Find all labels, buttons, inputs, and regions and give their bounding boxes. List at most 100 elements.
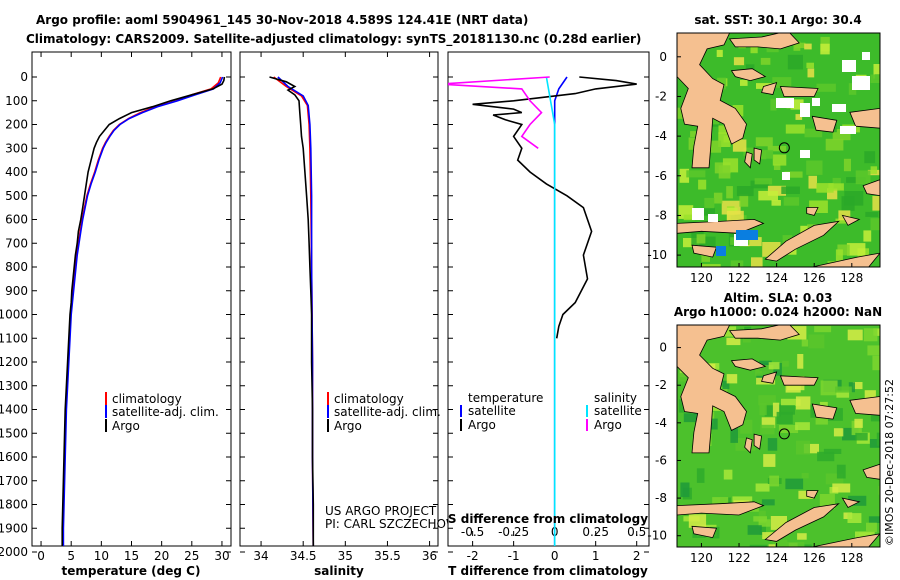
field-patch — [718, 125, 731, 134]
map-y-tick-label: -6 — [655, 453, 667, 467]
field-patch — [820, 380, 838, 396]
field-patch — [848, 495, 867, 506]
x-tick-label: 10 — [94, 549, 109, 563]
x-tick-label: 15 — [124, 549, 139, 563]
salinity-y-ticks — [240, 76, 438, 553]
sla-map-land — [677, 325, 880, 547]
depth-axis: 0 100 200 300 400 500 600 700 800 900 1000 1100 1200… — [0, 70, 231, 559]
field-patch — [768, 362, 780, 370]
field-patch — [806, 160, 823, 175]
field-patch — [732, 105, 744, 117]
field-patch — [769, 475, 779, 487]
field-patch — [835, 249, 843, 265]
legend-temperature-title: temperature — [468, 391, 543, 405]
map-x-tick-label: 124 — [765, 271, 788, 285]
legend-salinity-title: salinity — [594, 391, 637, 405]
map-x-tick-label: 120 — [690, 551, 713, 565]
field-patch — [855, 170, 871, 185]
legend-t-satellite-label: satellite — [468, 404, 516, 418]
field-patch — [723, 469, 733, 480]
land-mass — [728, 33, 800, 50]
land-mass — [812, 533, 880, 547]
difference-lines — [448, 76, 637, 546]
depth-tick-label: 600 — [5, 213, 28, 227]
field-patch — [872, 196, 880, 211]
legend-satellite-label: satellite-adj. clim. — [112, 405, 219, 419]
sst-map-title: sat. SST: 30.1 Argo: 30.4 — [694, 13, 861, 27]
land-mass — [677, 325, 747, 454]
field-patch — [787, 54, 803, 70]
depth-tick-label: 1100 — [0, 331, 28, 345]
land-mass — [779, 86, 819, 97]
x-tick-label: -1 — [508, 549, 520, 563]
field-patch — [855, 531, 875, 538]
field-patch — [722, 380, 730, 390]
sla-map-axes: 0 -2 -4 -6 -8 -10 120 122 124 126 128 — [647, 341, 863, 565]
field-patch — [726, 210, 744, 223]
depth-tick-label: 400 — [5, 165, 28, 179]
x-tick-label: 2 — [633, 549, 641, 563]
depth-tick-label: 500 — [5, 189, 28, 203]
x-tick-label: 0 — [551, 549, 559, 563]
field-patch — [825, 473, 844, 485]
series-s-satellite — [545, 76, 556, 546]
depth-tick-label: 2000 — [0, 545, 28, 559]
land-mass — [761, 371, 778, 384]
depth-tick-label: 200 — [5, 118, 28, 132]
field-patch — [808, 334, 825, 349]
field-patch — [844, 191, 864, 206]
field-patch — [690, 131, 701, 138]
field-patch — [776, 411, 793, 424]
salinity-panel: 34 34.5 35 35.5 36 climatology satellite-adj… — [239, 51, 477, 578]
x-tick-label: 35 — [338, 549, 353, 563]
x2-tick-label: 0.5 — [627, 525, 646, 539]
field-patch — [837, 244, 850, 256]
field-patch — [718, 165, 731, 179]
field-patch — [797, 533, 807, 540]
field-patch — [716, 49, 723, 57]
field-patch — [872, 355, 880, 371]
field-patch — [783, 197, 800, 206]
land-mass — [841, 214, 861, 226]
field-patch — [722, 326, 737, 337]
argo-position-marker — [778, 428, 790, 440]
field-patch — [866, 522, 877, 533]
field-patch — [758, 519, 771, 527]
field-patch — [863, 328, 878, 342]
field-patch — [865, 211, 879, 217]
map-y-tick-label: -4 — [655, 416, 667, 430]
field-patch — [817, 451, 835, 462]
map-y-tick-label: -10 — [647, 529, 667, 543]
field-patch — [680, 482, 690, 498]
field-patch — [755, 483, 770, 492]
land-mass — [811, 115, 838, 133]
land-mass — [761, 82, 778, 95]
field-patch — [699, 236, 716, 249]
series-argo — [61, 76, 226, 546]
salinity-lines — [269, 76, 315, 546]
field-patch — [678, 399, 685, 413]
series-argo — [269, 76, 315, 546]
difference-x-label: T difference from climatology — [448, 564, 648, 578]
sla-map-title-1: Altim. SLA: 0.03 — [724, 291, 833, 305]
map-y-tick-label: -4 — [655, 129, 667, 143]
sst-map-land — [677, 33, 880, 267]
sst-map-axes: 0 -2 -4 -6 -8 -10 120 122 124 126 128 — [647, 50, 863, 285]
field-patch — [816, 83, 836, 92]
sla-map-frame — [676, 324, 881, 548]
field-patch — [795, 422, 810, 431]
field-patch — [816, 183, 834, 193]
field-patch — [758, 190, 778, 201]
field-patch — [754, 178, 773, 185]
field-patch — [825, 138, 844, 151]
field-patch — [713, 192, 723, 204]
field-patch — [753, 516, 767, 522]
field-patch — [704, 197, 715, 209]
field-patch — [698, 179, 707, 190]
field-patch — [759, 522, 766, 535]
field-patch — [795, 114, 803, 120]
field-patch — [836, 464, 846, 479]
depth-tick-label: 1400 — [0, 403, 28, 417]
field-patch — [688, 137, 697, 150]
field-patch — [726, 186, 733, 199]
